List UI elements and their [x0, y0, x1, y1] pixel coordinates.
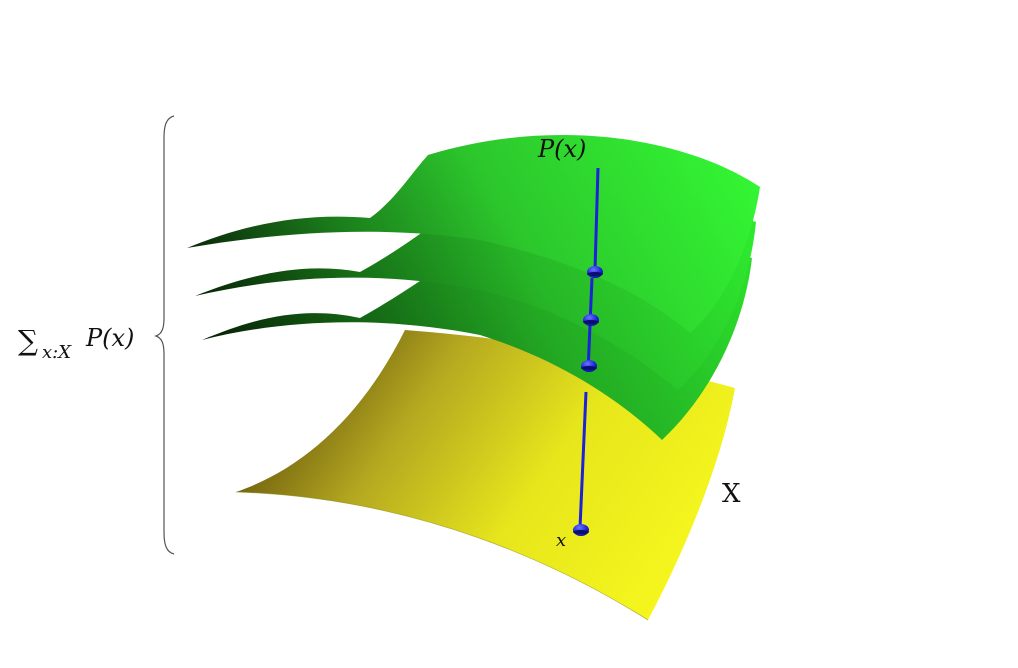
base-surface-edge	[235, 491, 649, 621]
sum-brace	[154, 115, 175, 555]
sum-symbol: ∑	[18, 324, 38, 357]
base-point-label: x	[556, 530, 566, 551]
fiber-point-2	[583, 314, 599, 326]
fiber-line-lower	[578, 391, 588, 529]
base-space-label: X	[722, 479, 741, 509]
fiber-line-upper	[593, 167, 600, 271]
sum-term-label: P(x)	[85, 324, 134, 352]
base-point-x	[573, 524, 589, 536]
fiber-layer-1	[187, 135, 760, 333]
fiber-point-3	[581, 360, 597, 372]
fiber-point-1	[587, 266, 603, 278]
fiber-label: P(x)	[537, 135, 586, 163]
sum-subscript: x:X	[42, 342, 72, 363]
base-surface	[236, 330, 735, 620]
